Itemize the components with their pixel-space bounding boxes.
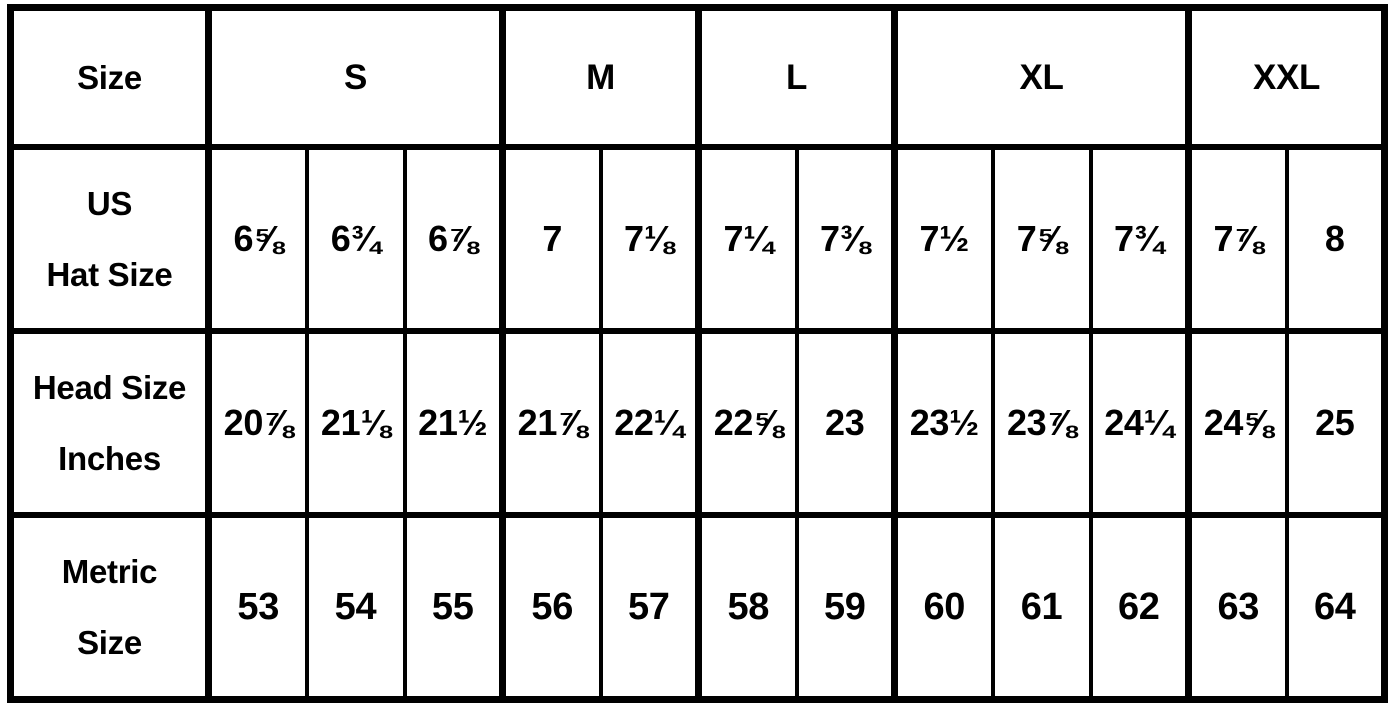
cell-value: 7¼ bbox=[723, 217, 774, 259]
cell-metric-size: 64 bbox=[1284, 512, 1387, 702]
cell-head-size-inches: 21½ bbox=[402, 328, 505, 518]
row-label-us-hat-size: US Hat Size bbox=[8, 143, 211, 334]
size-group-s: S bbox=[204, 5, 505, 149]
cell-value: 24¼ bbox=[1104, 401, 1174, 443]
cell-value: 6⅝ bbox=[233, 217, 284, 259]
cell-value: 22⅝ bbox=[713, 401, 783, 443]
cell-value: 7⅝ bbox=[1016, 217, 1067, 259]
cell-value: 64 bbox=[1313, 585, 1356, 628]
cell-metric-size: 59 bbox=[794, 512, 897, 702]
cell-head-size-inches: 20⅞ bbox=[205, 328, 309, 518]
cell-value: 7⅞ bbox=[1213, 217, 1264, 259]
cell-head-size-inches: 24⅝ bbox=[1185, 328, 1289, 518]
cell-value: 58 bbox=[727, 585, 770, 628]
size-chart-container: Size S M L XL XXL US Hat Size 6⅝ 6¾ 6⅞ 7… bbox=[7, 4, 1389, 703]
row-label-line: Head Size bbox=[32, 368, 187, 406]
cell-value: 62 bbox=[1117, 585, 1160, 628]
cell-value: 21⅞ bbox=[517, 401, 587, 443]
cell-head-size-inches: 22¼ bbox=[598, 328, 701, 518]
cell-value: 21⅛ bbox=[320, 401, 391, 443]
row-label-line: Inches bbox=[58, 440, 161, 477]
table-row-us-hat-size: US Hat Size 6⅝ 6¾ 6⅞ 7 7⅛ 7¼ 7⅜ 7½ 7⅝ 7¾… bbox=[8, 143, 1387, 334]
cell-metric-size: 55 bbox=[402, 512, 505, 702]
cell-metric-size: 61 bbox=[990, 512, 1093, 702]
cell-value: 7¾ bbox=[1114, 217, 1164, 259]
cell-us-hat-size: 7⅛ bbox=[598, 143, 701, 334]
cell-value: 21½ bbox=[418, 401, 488, 443]
row-label-line: US bbox=[86, 184, 133, 222]
cell-value: 60 bbox=[923, 585, 966, 628]
cell-us-hat-size: 7⅞ bbox=[1185, 143, 1289, 334]
row-label-line: Size bbox=[77, 624, 142, 662]
cell-value: 7⅜ bbox=[820, 217, 870, 259]
cell-us-hat-size: 7 bbox=[499, 143, 603, 334]
cell-value: 22¼ bbox=[614, 401, 684, 443]
cell-value: 54 bbox=[334, 585, 377, 628]
cell-value: 53 bbox=[237, 585, 280, 628]
size-group-xl: XL bbox=[891, 5, 1191, 149]
cell-head-size-inches: 23⅞ bbox=[990, 328, 1093, 518]
table-row-head-size-inches: Head Size Inches 20⅞ 21⅛ 21½ 21⅞ 22¼ 22⅝… bbox=[8, 328, 1387, 518]
cell-metric-size: 53 bbox=[205, 512, 309, 702]
hat-size-chart-table: Size S M L XL XXL US Hat Size 6⅝ 6¾ 6⅞ 7… bbox=[7, 4, 1389, 703]
row-label-line: Metric bbox=[61, 552, 158, 590]
cell-value: 63 bbox=[1217, 585, 1260, 628]
cell-value: 57 bbox=[627, 585, 670, 628]
cell-us-hat-size: 6⅝ bbox=[205, 143, 309, 334]
cell-head-size-inches: 21⅛ bbox=[304, 328, 407, 518]
cell-value: 59 bbox=[823, 585, 866, 628]
cell-head-size-inches: 24¼ bbox=[1088, 328, 1191, 518]
cell-value: 6¾ bbox=[330, 217, 381, 259]
cell-value: 56 bbox=[531, 585, 574, 628]
cell-value: 6⅞ bbox=[428, 217, 478, 259]
size-group-header-row: Size S M L XL XXL bbox=[8, 5, 1387, 149]
cell-head-size-inches: 23½ bbox=[891, 328, 995, 518]
cell-head-size-inches: 21⅞ bbox=[499, 328, 603, 518]
cell-value: 7 bbox=[542, 217, 563, 259]
table-row-metric-size: Metric Size 53 54 55 56 57 58 59 60 61 6… bbox=[8, 512, 1387, 702]
cell-us-hat-size: 7¾ bbox=[1088, 143, 1191, 334]
row-label-head-size-inches: Head Size Inches bbox=[8, 328, 211, 518]
cell-us-hat-size: 6⅞ bbox=[402, 143, 505, 334]
size-group-xxl: XXL bbox=[1185, 5, 1387, 149]
cell-value: 7⅛ bbox=[624, 217, 674, 259]
cell-head-size-inches: 23 bbox=[794, 328, 897, 518]
cell-value: 55 bbox=[431, 585, 474, 628]
cell-value: 61 bbox=[1020, 585, 1063, 628]
cell-value: 7½ bbox=[919, 217, 970, 259]
cell-metric-size: 60 bbox=[891, 512, 995, 702]
size-group-m: M bbox=[499, 5, 701, 149]
cell-us-hat-size: 7⅜ bbox=[794, 143, 897, 334]
cell-head-size-inches: 22⅝ bbox=[695, 328, 799, 518]
cell-value: 25 bbox=[1315, 401, 1355, 443]
cell-value: 20⅞ bbox=[223, 401, 293, 443]
cell-value: 23½ bbox=[909, 401, 979, 443]
cell-us-hat-size: 8 bbox=[1284, 143, 1387, 334]
cell-us-hat-size: 7½ bbox=[891, 143, 995, 334]
cell-metric-size: 57 bbox=[598, 512, 701, 702]
cell-metric-size: 58 bbox=[695, 512, 799, 702]
cell-us-hat-size: 7¼ bbox=[695, 143, 799, 334]
size-group-l: L bbox=[695, 5, 897, 149]
cell-head-size-inches: 25 bbox=[1284, 328, 1387, 518]
cell-value: 8 bbox=[1324, 217, 1345, 259]
cell-metric-size: 63 bbox=[1185, 512, 1289, 702]
cell-us-hat-size: 6¾ bbox=[304, 143, 407, 334]
row-label-line: Hat Size bbox=[46, 255, 173, 293]
cell-metric-size: 54 bbox=[304, 512, 407, 702]
cell-metric-size: 62 bbox=[1088, 512, 1191, 702]
cell-metric-size: 56 bbox=[499, 512, 603, 702]
cell-value: 23⅞ bbox=[1006, 401, 1077, 443]
cell-value: 24⅝ bbox=[1203, 401, 1273, 443]
row-label-metric-size: Metric Size bbox=[8, 512, 211, 702]
cell-us-hat-size: 7⅝ bbox=[990, 143, 1093, 334]
cell-value: 23 bbox=[825, 401, 865, 443]
header-size-label: Size bbox=[8, 5, 211, 149]
